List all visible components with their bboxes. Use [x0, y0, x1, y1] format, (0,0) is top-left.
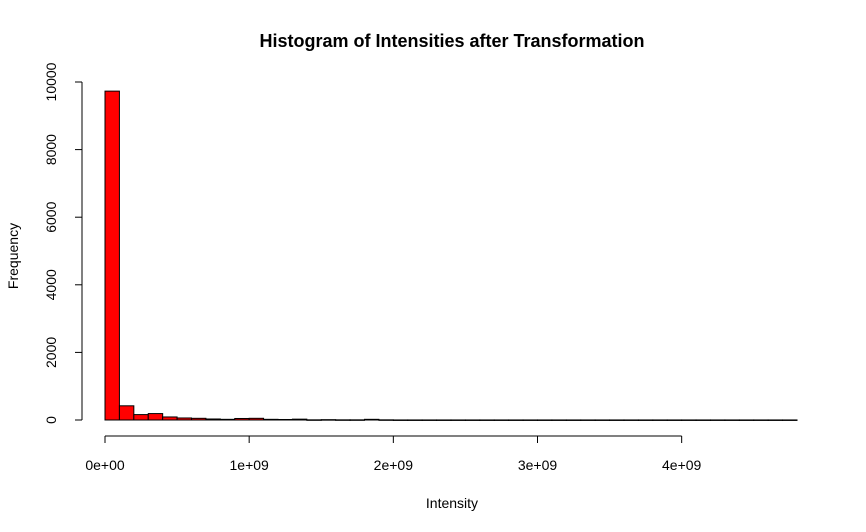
histogram-bar [104, 90, 120, 421]
y-tick-label: 2000 [43, 337, 59, 368]
x-tick-label: 2e+09 [374, 457, 414, 473]
y-tick-label: 6000 [43, 201, 59, 232]
x-tick-label: 1e+09 [230, 457, 270, 473]
y-tick-label: 10000 [43, 62, 59, 101]
y-tick-label: 4000 [43, 269, 59, 300]
x-tick-label: 3e+09 [518, 457, 558, 473]
x-axis-label: Intensity [426, 495, 478, 511]
x-axis: 0e+00 1e+09 2e+09 3e+09 4e+09 [85, 419, 797, 473]
x-tick-label: 4e+09 [662, 457, 702, 473]
histogram-bar [147, 413, 164, 421]
histogram-bar [118, 405, 135, 421]
x-tick-label: 0e+00 [85, 457, 125, 473]
y-axis: 0 2000 4000 6000 8000 10000 [43, 62, 83, 424]
y-axis-label: Frequency [5, 223, 21, 289]
bars-group [104, 90, 798, 421]
y-tick-label: 0 [43, 416, 59, 424]
histogram-bar [133, 414, 149, 421]
y-tick-label: 8000 [43, 134, 59, 165]
chart-title: Histogram of Intensities after Transform… [259, 31, 644, 51]
